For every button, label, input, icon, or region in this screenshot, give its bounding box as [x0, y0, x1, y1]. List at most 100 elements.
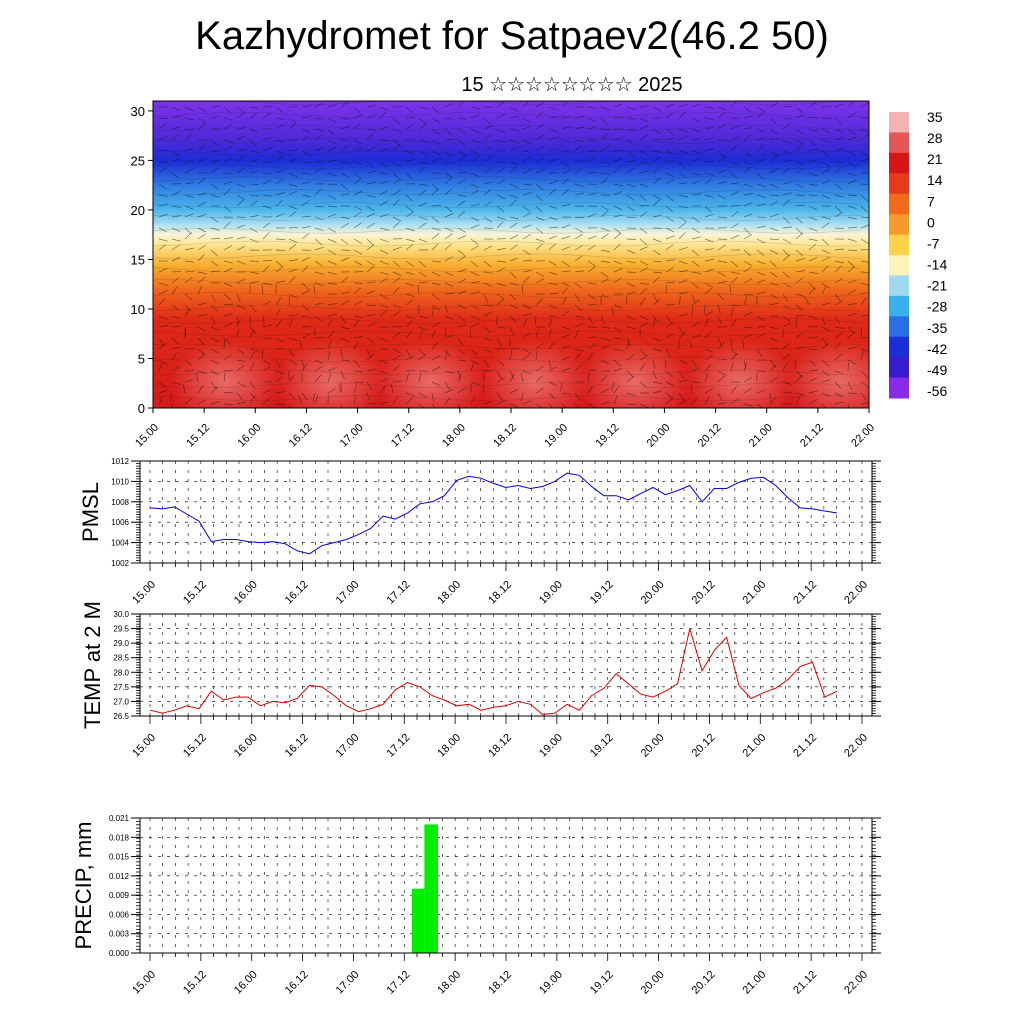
- wind-barb: [483, 383, 485, 394]
- wind-barb: [197, 213, 207, 218]
- wind-barb: [236, 293, 241, 303]
- wind-barb: [379, 348, 390, 350]
- wind-barb: [392, 172, 400, 180]
- wind-barb: [730, 144, 738, 152]
- wind-barb: [379, 190, 388, 196]
- wind-barb: [470, 128, 480, 134]
- wind-barb: [548, 116, 559, 119]
- wind-barb: [535, 403, 543, 408]
- wind-barb: [600, 128, 611, 130]
- wind-barb: [613, 190, 623, 196]
- wind-barb: [626, 139, 635, 146]
- wind-barb: [769, 260, 777, 268]
- wind-barb: [405, 238, 415, 242]
- wind-barb: [652, 106, 662, 112]
- wind-barb: [691, 216, 700, 223]
- wind-barb: [496, 194, 506, 200]
- wind-barb: [665, 381, 675, 387]
- wind-barb: [457, 278, 467, 284]
- wind-barb: [808, 287, 816, 295]
- wind-barb: [587, 343, 596, 350]
- temp-2m-series-line: [149, 628, 838, 716]
- wind-barb: [301, 128, 311, 134]
- wind-barb: [717, 169, 727, 174]
- wind-barb: [652, 271, 662, 274]
- wind-barb: [535, 351, 538, 361]
- wind-barb: [262, 337, 273, 339]
- wind-barb: [158, 324, 168, 328]
- wind-barb: [340, 222, 349, 229]
- wind-barb: [197, 106, 206, 112]
- wind-barb: [665, 128, 674, 135]
- wind-barb: [756, 249, 765, 256]
- wind-barb: [691, 138, 701, 141]
- colorbar-label: 35: [927, 109, 943, 125]
- wind-barb: [743, 166, 751, 174]
- wind-barb: [158, 282, 168, 286]
- wind-barb: [717, 123, 726, 130]
- wind-barb: [379, 359, 389, 365]
- wind-barb: [184, 308, 191, 317]
- wind-barb: [184, 117, 194, 121]
- wind-barb: [769, 137, 779, 141]
- wind-barb: [626, 375, 635, 383]
- wind-barb: [808, 216, 818, 221]
- wind-barb: [626, 216, 637, 219]
- heatmap-y-tick-label: 30: [131, 104, 145, 119]
- wind-barb: [756, 203, 766, 207]
- wind-barb: [600, 205, 610, 211]
- wind-barb: [600, 177, 608, 185]
- wind-barb: [223, 354, 232, 361]
- wind-barb: [288, 276, 296, 284]
- wind-barb: [610, 381, 615, 391]
- wind-barb: [210, 216, 219, 223]
- wind-barb: [431, 139, 441, 145]
- wind-barb: [405, 330, 412, 339]
- wind-barb: [314, 395, 319, 405]
- wind-barb: [470, 359, 479, 365]
- wind-barb: [860, 238, 869, 244]
- wind-barb: [366, 222, 375, 229]
- wind-barb: [509, 166, 517, 174]
- wind-barb: [847, 227, 858, 229]
- heatmap-y-tick-label: 15: [131, 252, 145, 267]
- wind-barb: [379, 304, 389, 308]
- wind-barb: [483, 117, 491, 125]
- wind-barb: [457, 194, 467, 197]
- wind-barb: [678, 260, 688, 265]
- wind-barb: [158, 244, 167, 251]
- wind-barb: [197, 245, 206, 251]
- wind-barb: [496, 139, 506, 143]
- wind-barb: [444, 304, 449, 314]
- wind-barb: [795, 139, 805, 145]
- wind-barb: [275, 266, 284, 273]
- wind-barb: [613, 348, 623, 352]
- wind-barb: [704, 388, 714, 394]
- wind-barb: [561, 403, 568, 408]
- wind-barb: [626, 340, 630, 350]
- colorbar-swatch: [889, 295, 909, 317]
- wind-barb: [782, 381, 792, 385]
- wind-barb: [301, 233, 310, 240]
- wind-barb: [756, 111, 764, 119]
- wind-barb: [782, 353, 790, 361]
- wind-barb: [535, 194, 543, 202]
- wind-barb: [431, 293, 440, 300]
- wind-barb: [665, 150, 675, 155]
- wind-barb: [431, 183, 439, 191]
- wind-barb: [483, 359, 490, 368]
- wind-barb: [483, 134, 492, 141]
- wind-barb: [548, 158, 558, 163]
- wind-barb: [340, 348, 343, 358]
- wind-barb: [626, 238, 637, 240]
- wind-barb: [262, 232, 270, 240]
- wind-barb: [509, 388, 519, 394]
- wind-barb: [483, 326, 492, 334]
- wind-barb: [548, 226, 559, 229]
- wind-barb: [431, 392, 435, 402]
- precip-y-tick-label: 0.006: [109, 910, 130, 919]
- temp-2m-y-axis-label: TEMP at 2 M: [80, 601, 105, 729]
- wind-barb: [288, 106, 299, 108]
- wind-barb: [457, 150, 467, 156]
- wind-barb: [535, 243, 543, 251]
